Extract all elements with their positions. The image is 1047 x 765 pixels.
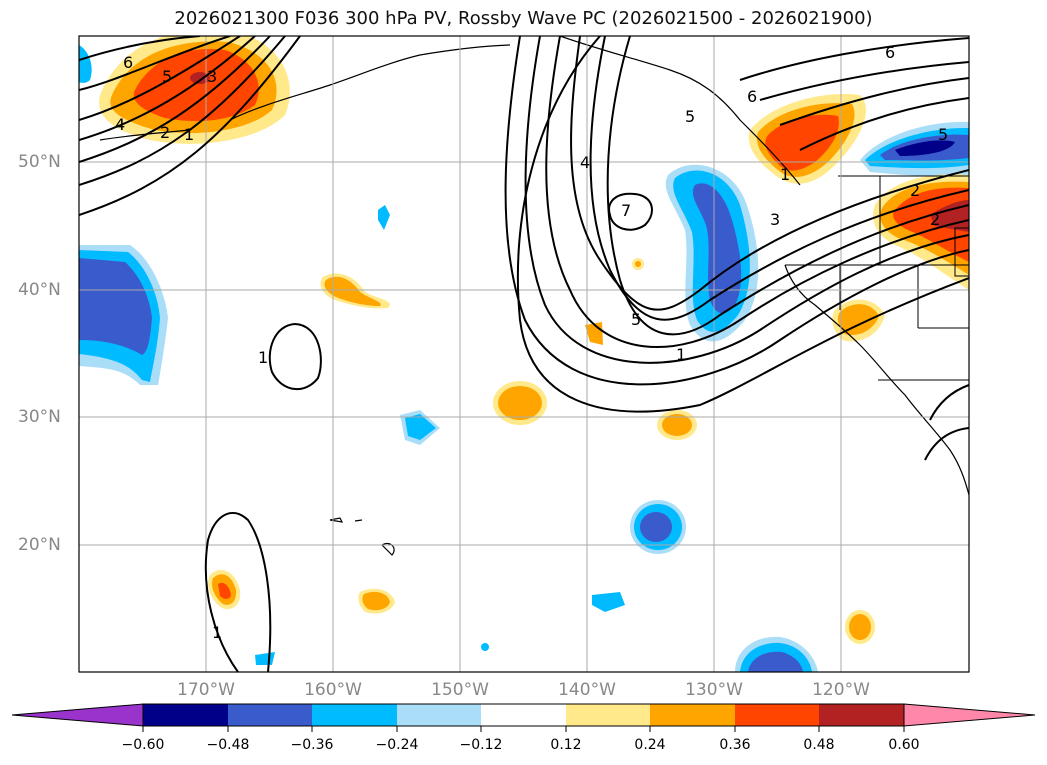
- contour-label: 2: [160, 123, 170, 142]
- contour-label: 2: [930, 210, 940, 229]
- contour-label: 1: [258, 348, 268, 367]
- colorbar-tick-label: 0.12: [550, 737, 582, 753]
- lon-label: 140°W: [558, 680, 616, 700]
- colorbar-segment: [735, 704, 819, 726]
- contour-label: 5: [938, 125, 948, 144]
- contour-labels: 6 5 4 3 2 1 6 5 4 3 2 1 7 5 1 1 1 6 5 2: [115, 43, 948, 642]
- contour-label: 1: [780, 165, 790, 184]
- contour-label: 5: [685, 107, 695, 126]
- contour-label: 1: [212, 623, 222, 642]
- contour-label: 1: [676, 345, 686, 364]
- colorbar-tick-label: −0.24: [375, 737, 419, 753]
- lon-label: 120°W: [812, 680, 870, 700]
- colorbar-segment: [143, 704, 228, 726]
- lat-label: 40°N: [18, 280, 61, 300]
- contour-label: 2: [910, 181, 920, 200]
- contour-label: 4: [580, 153, 590, 172]
- contour-label: 5: [162, 67, 172, 86]
- gridlines: [79, 36, 969, 672]
- colorbar-segment: [228, 704, 312, 726]
- contour-label: 4: [115, 115, 125, 134]
- lon-label: 130°W: [685, 680, 743, 700]
- colorbar-tick-label: 0.48: [803, 737, 835, 753]
- colorbar-tick-label: 0.24: [634, 737, 666, 753]
- colorbar-segment: [397, 704, 481, 726]
- colorbar-tick-label: −0.12: [459, 737, 503, 753]
- contour-label: 5: [631, 310, 641, 329]
- colorbar-tick-label: −0.60: [121, 737, 165, 753]
- lat-label: 30°N: [18, 407, 61, 427]
- colorbar-tick-label: 0.60: [888, 737, 920, 753]
- lon-label: 150°W: [431, 680, 489, 700]
- colorbar-segment: [650, 704, 735, 726]
- lon-label: 160°W: [304, 680, 362, 700]
- colorbar: [11, 703, 1036, 732]
- contour-label: 1: [184, 125, 194, 144]
- plot-border: [78, 35, 970, 673]
- contour-label: 7: [621, 201, 631, 220]
- contour-label: 6: [885, 43, 895, 62]
- pv-contours: [79, 36, 969, 672]
- contour-label: 6: [747, 87, 757, 106]
- lat-label: 50°N: [18, 152, 61, 172]
- colorbar-tick-label: 0.36: [719, 737, 751, 753]
- colorbar-extend-min: [11, 703, 144, 727]
- colorbar-segment: [566, 704, 650, 726]
- colorbar-tick-label: −0.36: [290, 737, 334, 753]
- shading-layer: [79, 36, 969, 672]
- map-title: 2026021300 F036 300 hPa PV, Rossby Wave …: [174, 8, 873, 29]
- lon-label: 170°W: [177, 680, 235, 700]
- contour-label: 6: [123, 53, 133, 72]
- contour-label: 3: [207, 67, 217, 86]
- colorbar-extend-max: [903, 703, 1036, 727]
- contour-label: 3: [770, 210, 780, 229]
- colorbar-tick-label: −0.48: [206, 737, 250, 753]
- colorbar-segment: [312, 704, 397, 726]
- lat-label: 20°N: [18, 535, 61, 555]
- colorbar-segment: [481, 704, 566, 726]
- colorbar-segment: [819, 704, 904, 726]
